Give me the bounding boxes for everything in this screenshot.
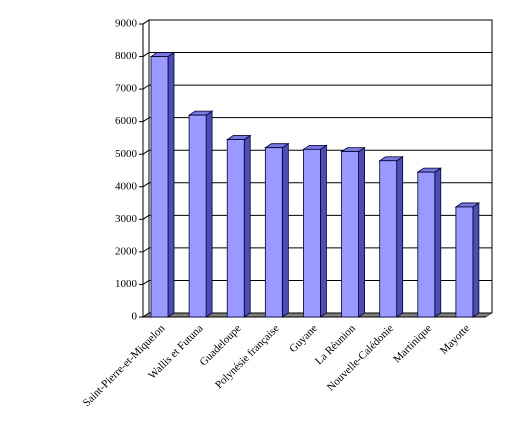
y-tick-label: 8000 [115, 50, 138, 62]
grid-line [142, 247, 150, 253]
bar [379, 160, 398, 318]
bar-side [167, 51, 175, 318]
y-tick-label: 1000 [115, 278, 138, 290]
grid-line [142, 84, 150, 90]
y-tick-label: 6000 [115, 115, 138, 127]
grid-line [142, 52, 150, 57]
y-tick-label: 3000 [115, 213, 138, 225]
y-tick-label: 4000 [115, 180, 138, 192]
bar [417, 171, 436, 318]
y-tick-label: 9000 [115, 18, 138, 30]
grid-line [142, 19, 150, 25]
grid-line [142, 280, 150, 285]
bar-side [281, 142, 289, 318]
y-tick-label: 5000 [115, 148, 138, 160]
bar-side [205, 110, 213, 318]
grid-line [142, 182, 150, 188]
grid-line [142, 117, 150, 123]
bar [188, 114, 207, 318]
left-wall [142, 19, 150, 318]
bar-side [434, 167, 442, 318]
bar [341, 151, 359, 318]
y-tick-label: 2000 [115, 245, 138, 257]
grid-line [142, 312, 150, 318]
bar [264, 147, 283, 318]
bar-side [396, 155, 404, 318]
y-tick-label: 7000 [115, 83, 138, 95]
grid-line [142, 214, 150, 220]
grid-line [142, 149, 150, 155]
bar-side [320, 144, 327, 318]
bar-side [358, 146, 365, 318]
bar [150, 56, 169, 318]
bar [303, 148, 321, 318]
bar [455, 206, 474, 318]
bar-side [472, 202, 480, 318]
bar [226, 139, 245, 318]
y-tick-label: 0 [132, 311, 138, 323]
bar-side [243, 134, 251, 318]
